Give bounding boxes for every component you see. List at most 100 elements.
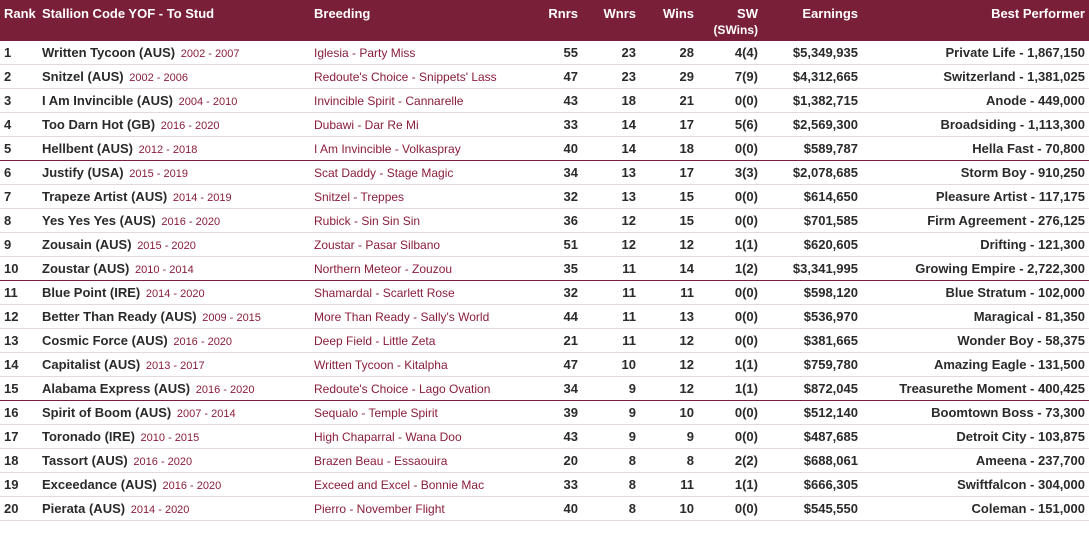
cell-best: Maragical - 81,350 bbox=[862, 305, 1089, 329]
cell-rnrs: 35 bbox=[528, 257, 582, 281]
table-row: 3I Am Invincible (AUS) 2004 - 2010Invinc… bbox=[0, 89, 1089, 113]
cell-earnings: $487,685 bbox=[762, 425, 862, 449]
cell-rank: 17 bbox=[0, 425, 38, 449]
cell-stallion: I Am Invincible (AUS) 2004 - 2010 bbox=[38, 89, 310, 113]
cell-breeding: Zoustar - Pasar Silbano bbox=[310, 233, 528, 257]
cell-best: Pleasure Artist - 117,175 bbox=[862, 185, 1089, 209]
cell-rnrs: 40 bbox=[528, 137, 582, 161]
cell-rnrs: 21 bbox=[528, 329, 582, 353]
cell-wins: 13 bbox=[640, 305, 698, 329]
cell-breeding: Snitzel - Treppes bbox=[310, 185, 528, 209]
cell-sw: 7(9) bbox=[698, 65, 762, 89]
cell-wnrs: 11 bbox=[582, 281, 640, 305]
cell-best: Wonder Boy - 58,375 bbox=[862, 329, 1089, 353]
cell-breeding: Invincible Spirit - Cannarelle bbox=[310, 89, 528, 113]
cell-sw: 0(0) bbox=[698, 89, 762, 113]
cell-wnrs: 11 bbox=[582, 329, 640, 353]
cell-rank: 15 bbox=[0, 377, 38, 401]
cell-breeding: Sequalo - Temple Spirit bbox=[310, 401, 528, 425]
cell-sw: 0(0) bbox=[698, 497, 762, 521]
cell-best: Storm Boy - 910,250 bbox=[862, 161, 1089, 185]
cell-rnrs: 43 bbox=[528, 425, 582, 449]
col-sw-sub: (SWins) bbox=[702, 21, 758, 37]
cell-sw: 1(1) bbox=[698, 377, 762, 401]
cell-stallion: Yes Yes Yes (AUS) 2016 - 2020 bbox=[38, 209, 310, 233]
cell-earnings: $2,078,685 bbox=[762, 161, 862, 185]
table-row: 9Zousain (AUS) 2015 - 2020Zoustar - Pasa… bbox=[0, 233, 1089, 257]
cell-stallion: Zoustar (AUS) 2010 - 2014 bbox=[38, 257, 310, 281]
cell-wins: 11 bbox=[640, 281, 698, 305]
cell-rnrs: 36 bbox=[528, 209, 582, 233]
cell-best: Private Life - 1,867,150 bbox=[862, 41, 1089, 65]
cell-rnrs: 33 bbox=[528, 473, 582, 497]
table-row: 4Too Darn Hot (GB) 2016 - 2020Dubawi - D… bbox=[0, 113, 1089, 137]
table-header: Rank Stallion Code YOF - To Stud Breedin… bbox=[0, 0, 1089, 41]
sire-stats-table: Rank Stallion Code YOF - To Stud Breedin… bbox=[0, 0, 1089, 521]
cell-sw: 1(2) bbox=[698, 257, 762, 281]
cell-best: Amazing Eagle - 131,500 bbox=[862, 353, 1089, 377]
table-row: 11Blue Point (IRE) 2014 - 2020Shamardal … bbox=[0, 281, 1089, 305]
cell-wnrs: 11 bbox=[582, 257, 640, 281]
table-row: 8Yes Yes Yes (AUS) 2016 - 2020Rubick - S… bbox=[0, 209, 1089, 233]
cell-wins: 10 bbox=[640, 497, 698, 521]
cell-stallion: Cosmic Force (AUS) 2016 - 2020 bbox=[38, 329, 310, 353]
cell-breeding: Shamardal - Scarlett Rose bbox=[310, 281, 528, 305]
cell-wins: 17 bbox=[640, 113, 698, 137]
cell-sw: 3(3) bbox=[698, 161, 762, 185]
cell-wins: 12 bbox=[640, 233, 698, 257]
cell-rnrs: 34 bbox=[528, 377, 582, 401]
cell-rank: 11 bbox=[0, 281, 38, 305]
cell-rank: 5 bbox=[0, 137, 38, 161]
cell-earnings: $666,305 bbox=[762, 473, 862, 497]
col-sw-label: SW bbox=[737, 6, 758, 21]
cell-wins: 17 bbox=[640, 161, 698, 185]
cell-best: Broadsiding - 1,113,300 bbox=[862, 113, 1089, 137]
cell-breeding: High Chaparral - Wana Doo bbox=[310, 425, 528, 449]
cell-wins: 8 bbox=[640, 449, 698, 473]
cell-earnings: $536,970 bbox=[762, 305, 862, 329]
cell-best: Detroit City - 103,875 bbox=[862, 425, 1089, 449]
cell-earnings: $512,140 bbox=[762, 401, 862, 425]
cell-wnrs: 8 bbox=[582, 449, 640, 473]
cell-earnings: $5,349,935 bbox=[762, 41, 862, 65]
cell-best: Treasurethe Moment - 400,425 bbox=[862, 377, 1089, 401]
table-row: 7Trapeze Artist (AUS) 2014 - 2019Snitzel… bbox=[0, 185, 1089, 209]
cell-wins: 29 bbox=[640, 65, 698, 89]
col-rank: Rank bbox=[0, 0, 38, 41]
cell-sw: 0(0) bbox=[698, 329, 762, 353]
cell-rank: 12 bbox=[0, 305, 38, 329]
cell-rank: 13 bbox=[0, 329, 38, 353]
cell-earnings: $598,120 bbox=[762, 281, 862, 305]
cell-earnings: $545,550 bbox=[762, 497, 862, 521]
col-stallion: Stallion Code YOF - To Stud bbox=[38, 0, 310, 41]
cell-stallion: Zousain (AUS) 2015 - 2020 bbox=[38, 233, 310, 257]
cell-wnrs: 10 bbox=[582, 353, 640, 377]
cell-stallion: Too Darn Hot (GB) 2016 - 2020 bbox=[38, 113, 310, 137]
cell-rank: 19 bbox=[0, 473, 38, 497]
cell-rank: 2 bbox=[0, 65, 38, 89]
col-sw: SW (SWins) bbox=[698, 0, 762, 41]
cell-wnrs: 8 bbox=[582, 473, 640, 497]
cell-breeding: Redoute's Choice - Lago Ovation bbox=[310, 377, 528, 401]
table-row: 17Toronado (IRE) 2010 - 2015High Chaparr… bbox=[0, 425, 1089, 449]
cell-sw: 1(1) bbox=[698, 353, 762, 377]
cell-wnrs: 13 bbox=[582, 161, 640, 185]
cell-wnrs: 12 bbox=[582, 233, 640, 257]
cell-stallion: Exceedance (AUS) 2016 - 2020 bbox=[38, 473, 310, 497]
cell-wins: 12 bbox=[640, 353, 698, 377]
cell-best: Drifting - 121,300 bbox=[862, 233, 1089, 257]
table-body: 1Written Tycoon (AUS) 2002 - 2007Iglesia… bbox=[0, 41, 1089, 521]
cell-stallion: Alabama Express (AUS) 2016 - 2020 bbox=[38, 377, 310, 401]
cell-sw: 0(0) bbox=[698, 185, 762, 209]
cell-wins: 21 bbox=[640, 89, 698, 113]
table-row: 19Exceedance (AUS) 2016 - 2020Exceed and… bbox=[0, 473, 1089, 497]
cell-sw: 2(2) bbox=[698, 449, 762, 473]
cell-wnrs: 9 bbox=[582, 377, 640, 401]
cell-wins: 9 bbox=[640, 425, 698, 449]
cell-earnings: $620,605 bbox=[762, 233, 862, 257]
cell-best: Hella Fast - 70,800 bbox=[862, 137, 1089, 161]
cell-rnrs: 33 bbox=[528, 113, 582, 137]
cell-rnrs: 32 bbox=[528, 185, 582, 209]
cell-breeding: Exceed and Excel - Bonnie Mac bbox=[310, 473, 528, 497]
cell-sw: 0(0) bbox=[698, 209, 762, 233]
